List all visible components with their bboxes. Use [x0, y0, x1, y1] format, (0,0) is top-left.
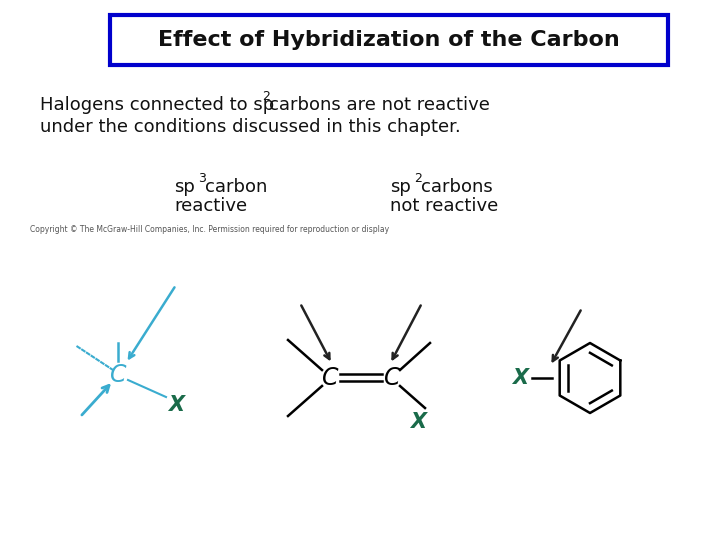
- Text: carbons are not reactive: carbons are not reactive: [269, 96, 490, 114]
- Text: Copyright © The McGraw-Hill Companies, Inc. Permission required for reproduction: Copyright © The McGraw-Hill Companies, I…: [30, 226, 389, 234]
- Text: sp: sp: [390, 178, 411, 196]
- Text: X: X: [512, 368, 528, 388]
- Text: X: X: [168, 395, 184, 415]
- Text: under the conditions discussed in this chapter.: under the conditions discussed in this c…: [40, 118, 461, 136]
- Text: carbon: carbon: [205, 178, 267, 196]
- Text: 3: 3: [198, 172, 206, 186]
- Text: C: C: [109, 363, 126, 387]
- Text: Effect of Hybridization of the Carbon: Effect of Hybridization of the Carbon: [158, 30, 620, 50]
- Text: reactive: reactive: [174, 197, 247, 215]
- Text: 2: 2: [414, 172, 422, 186]
- Text: Halogens connected to sp: Halogens connected to sp: [40, 96, 274, 114]
- Text: C: C: [384, 366, 400, 390]
- Text: X: X: [410, 412, 426, 432]
- Text: sp: sp: [174, 178, 195, 196]
- FancyBboxPatch shape: [110, 15, 668, 65]
- Text: carbons: carbons: [421, 178, 492, 196]
- Text: 2: 2: [262, 91, 270, 104]
- Text: C: C: [322, 366, 338, 390]
- Text: not reactive: not reactive: [390, 197, 498, 215]
